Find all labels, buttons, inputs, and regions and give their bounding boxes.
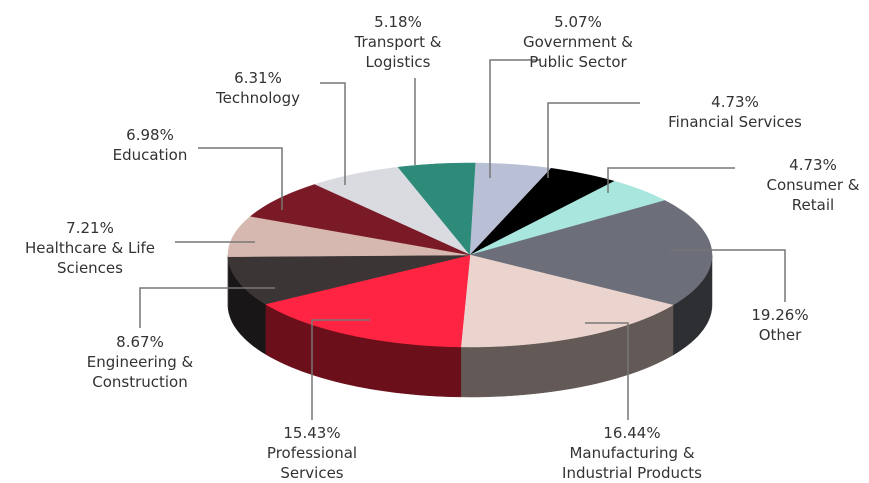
pie-slice (469, 200, 713, 306)
leader-line (607, 167, 735, 193)
pie-slice (249, 184, 471, 256)
category-label: Professional Services (266, 444, 358, 482)
slice-label: 8.67% Engineering & Construction (70, 332, 210, 392)
pie-slice (313, 166, 471, 256)
value-label: 5.07% (554, 13, 602, 31)
category-label: Engineering & Construction (86, 353, 194, 391)
category-label: Government & Public Sector (522, 33, 633, 71)
value-label: 6.98% (126, 126, 174, 144)
slice-label: 4.73% Consumer & Retail (758, 155, 868, 215)
category-label: Other (758, 326, 802, 344)
category-label: Manufacturing & Industrial Products (562, 444, 702, 482)
pie-slice (397, 162, 476, 256)
pie-slice (469, 162, 552, 256)
value-label: 19.26% (751, 306, 809, 324)
slice-label: 19.26% Other (730, 305, 830, 345)
slice-label: 7.21% Healthcare & Life Sciences (5, 218, 175, 278)
value-label: 15.43% (283, 424, 341, 442)
category-label: Education (112, 146, 188, 164)
category-label: Transport & Logistics (354, 33, 442, 71)
value-label: 7.21% (66, 219, 114, 237)
slice-label: 5.07% Government & Public Sector (508, 12, 648, 72)
leader-lines (139, 59, 786, 420)
pie-slice (264, 254, 471, 348)
value-label: 4.73% (711, 93, 759, 111)
category-label: Healthcare & Life Sciences (24, 239, 156, 277)
side-walls (227, 254, 713, 398)
slice-label: 4.73% Financial Services (635, 92, 835, 132)
category-label: Consumer & Retail (766, 176, 860, 214)
pie-slice (227, 254, 471, 305)
leader-line (547, 102, 640, 178)
top-faces (227, 162, 713, 348)
pie-slice (469, 168, 616, 256)
slice-label: 15.43% Professional Services (247, 423, 377, 483)
slice-label: 6.98% Education (90, 125, 210, 165)
leader-line (670, 249, 786, 302)
category-label: Technology (215, 89, 301, 107)
value-label: 16.44% (603, 424, 661, 442)
slice-label: 16.44% Manufacturing & Industrial Product… (542, 423, 722, 483)
leader-line (585, 322, 629, 420)
leader-line (139, 287, 275, 328)
category-label: Financial Services (668, 113, 802, 131)
value-label: 4.73% (789, 156, 837, 174)
slice-label: 6.31% Technology (188, 68, 328, 108)
value-label: 5.18% (374, 13, 422, 31)
leader-line (489, 59, 540, 178)
slice-label: 5.18% Transport & Logistics (338, 12, 458, 72)
pie-slice (469, 180, 666, 256)
leader-line (311, 319, 370, 420)
value-label: 6.31% (234, 69, 282, 87)
leader-line (320, 82, 346, 185)
leader-line (198, 147, 283, 210)
value-label: 8.67% (116, 333, 164, 351)
pie-slice (460, 254, 674, 348)
pie-slice (227, 216, 471, 257)
